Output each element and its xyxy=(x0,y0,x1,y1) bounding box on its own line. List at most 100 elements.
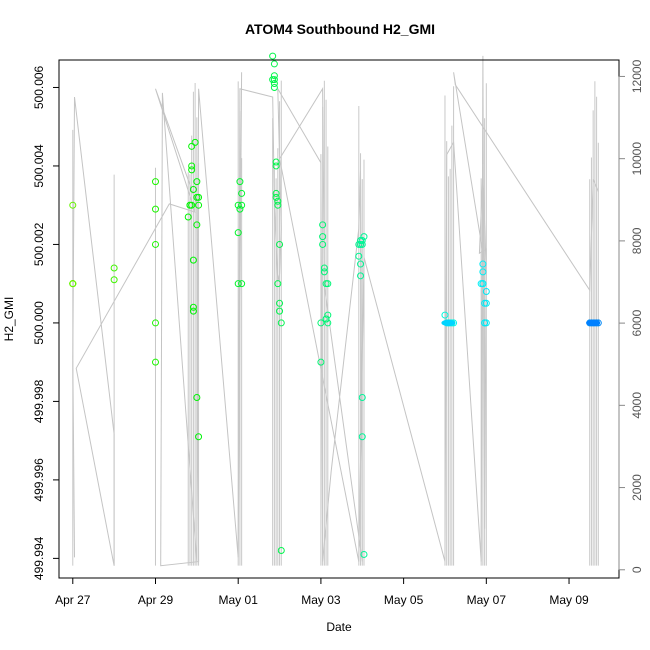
data-point xyxy=(482,288,490,296)
data-point xyxy=(110,264,118,272)
points-layer xyxy=(69,52,602,558)
y2-tick-label: 10000 xyxy=(630,142,644,176)
plot-frame xyxy=(58,59,620,579)
data-point xyxy=(234,280,242,288)
data-point xyxy=(193,393,201,401)
y-tick-label: 499.994 xyxy=(32,536,46,580)
data-point xyxy=(193,221,201,229)
data-point xyxy=(270,76,278,84)
data-point xyxy=(270,72,278,80)
data-point xyxy=(236,205,244,213)
data-point xyxy=(270,83,278,91)
data-point xyxy=(360,233,368,241)
y2-tick-label: 12000 xyxy=(630,59,644,93)
data-point xyxy=(188,166,196,174)
data-point xyxy=(193,178,201,186)
data-point xyxy=(358,393,366,401)
data-point xyxy=(151,319,159,327)
data-point xyxy=(191,138,199,146)
data-point xyxy=(277,547,285,555)
y-tick-label: 499.998 xyxy=(32,379,46,423)
y2-tick-label: 6000 xyxy=(630,309,644,336)
data-point xyxy=(195,433,203,441)
y-tick-label: 500.006 xyxy=(32,65,46,109)
data-point xyxy=(324,311,332,319)
x-axis-label: Date xyxy=(326,620,352,634)
y-axis-right: 0 2000 4000 6000 8000 10000 12000 xyxy=(618,59,644,573)
data-point xyxy=(195,193,203,201)
data-point xyxy=(236,178,244,186)
data-point xyxy=(320,268,328,276)
data-point xyxy=(322,315,330,323)
data-point xyxy=(238,189,246,197)
data-point xyxy=(189,256,197,264)
data-point xyxy=(188,201,196,209)
data-point xyxy=(479,260,487,268)
data-point xyxy=(320,264,328,272)
series-line-layer xyxy=(72,55,599,567)
x-tick-label: Apr 27 xyxy=(55,593,91,607)
data-point-cluster xyxy=(586,319,601,327)
x-axis: Apr 27 Apr 29 May 01 May 03 May 05 May 07 May … xyxy=(55,577,589,607)
data-point xyxy=(274,201,282,209)
data-point xyxy=(274,280,282,288)
data-point xyxy=(234,201,242,209)
data-point xyxy=(482,319,490,327)
data-point xyxy=(238,280,246,288)
data-point xyxy=(355,252,363,260)
x-tick-label: May 05 xyxy=(384,593,424,607)
y2-tick-label: 2000 xyxy=(630,474,644,501)
data-point xyxy=(276,299,284,307)
data-point xyxy=(110,276,118,284)
data-point xyxy=(358,240,366,248)
y-tick-label: 500.002 xyxy=(32,222,46,266)
data-point xyxy=(358,237,366,245)
y2-tick-label: 0 xyxy=(630,566,644,573)
data-point xyxy=(195,201,203,209)
data-point xyxy=(479,268,487,276)
data-point xyxy=(270,80,278,88)
data-point xyxy=(270,60,278,68)
data-point xyxy=(151,178,159,186)
data-point-cluster xyxy=(441,319,456,327)
data-point xyxy=(317,319,325,327)
data-point xyxy=(272,158,280,166)
data-point xyxy=(234,229,242,237)
series-line xyxy=(72,55,599,567)
data-point xyxy=(238,201,246,209)
data-point xyxy=(358,433,366,441)
y2-tick-label: 8000 xyxy=(630,227,644,254)
data-point xyxy=(189,186,197,193)
data-point xyxy=(357,272,365,280)
data-point xyxy=(189,303,197,311)
y2-tick-label: 4000 xyxy=(630,392,644,419)
x-tick-label: Apr 29 xyxy=(138,593,174,607)
data-point xyxy=(151,205,159,213)
data-point xyxy=(276,240,284,248)
chart-title: ATOM4 Southbound H2_GMI xyxy=(245,21,435,37)
data-point xyxy=(69,280,77,288)
data-point xyxy=(272,193,280,201)
y-axis-label: H2_GMI xyxy=(2,297,16,342)
data-point xyxy=(184,213,192,221)
data-point xyxy=(357,260,365,268)
data-point xyxy=(277,319,285,327)
data-point xyxy=(272,162,280,170)
data-point xyxy=(479,280,487,288)
data-point xyxy=(188,142,196,150)
data-point xyxy=(151,358,159,366)
data-point xyxy=(272,189,280,197)
data-point xyxy=(324,319,332,327)
data-point xyxy=(482,299,490,307)
x-tick-label: May 07 xyxy=(467,593,507,607)
data-point xyxy=(319,233,327,241)
y-tick-label: 500.000 xyxy=(32,301,46,345)
data-point xyxy=(269,52,277,60)
data-point xyxy=(319,221,327,229)
data-point xyxy=(188,162,196,170)
y-tick-label: 500.004 xyxy=(32,144,46,188)
data-point xyxy=(151,240,159,248)
data-point xyxy=(441,311,449,319)
y-tick-label: 499.996 xyxy=(32,458,46,502)
